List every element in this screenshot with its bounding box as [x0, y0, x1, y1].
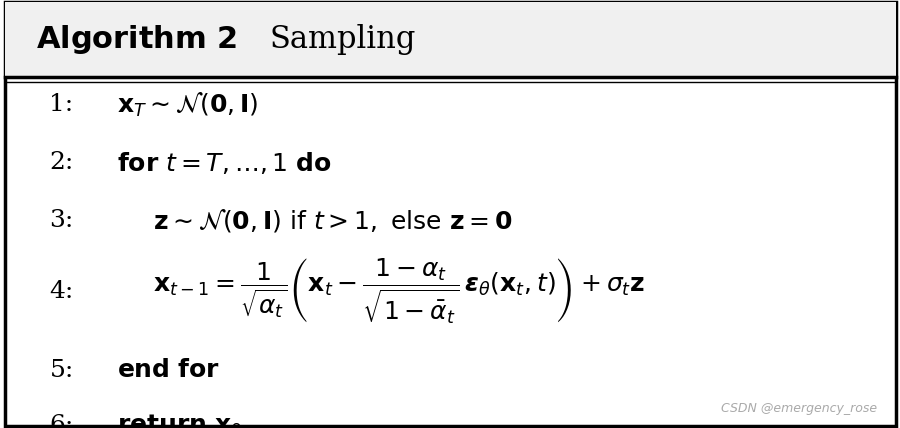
Text: Sampling: Sampling: [270, 24, 417, 55]
Text: $\mathbf{z} \sim \mathcal{N}(\mathbf{0}, \mathbf{I})\ \mathrm{if}\ t > 1,\ \math: $\mathbf{z} \sim \mathcal{N}(\mathbf{0},…: [153, 207, 513, 234]
Text: $\mathbf{return}\ \mathbf{x}_0$: $\mathbf{return}\ \mathbf{x}_0$: [117, 413, 243, 428]
Text: $\mathbf{x}_T \sim \mathcal{N}(\mathbf{0}, \mathbf{I})$: $\mathbf{x}_T \sim \mathcal{N}(\mathbf{0…: [117, 91, 258, 119]
Text: $\mathbf{for}\ t = T, \ldots, 1\ \mathbf{do}$: $\mathbf{for}\ t = T, \ldots, 1\ \mathbf…: [117, 150, 332, 175]
Text: 2:: 2:: [50, 151, 74, 174]
FancyBboxPatch shape: [4, 2, 896, 426]
Text: 6:: 6:: [50, 414, 74, 428]
FancyBboxPatch shape: [4, 2, 896, 77]
Text: 1:: 1:: [50, 93, 74, 116]
Text: $\bf{Algorithm\ 2}$: $\bf{Algorithm\ 2}$: [36, 23, 237, 56]
Text: 3:: 3:: [50, 209, 74, 232]
Text: $\mathbf{x}_{t-1} = \dfrac{1}{\sqrt{\alpha_t}}\left(\mathbf{x}_t - \dfrac{1-\alp: $\mathbf{x}_{t-1} = \dfrac{1}{\sqrt{\alp…: [153, 256, 644, 326]
Text: $\mathbf{end\ for}$: $\mathbf{end\ for}$: [117, 359, 220, 382]
Text: 5:: 5:: [50, 359, 74, 382]
Text: 4:: 4:: [50, 279, 74, 303]
Text: CSDN @emergency_rose: CSDN @emergency_rose: [722, 402, 878, 415]
